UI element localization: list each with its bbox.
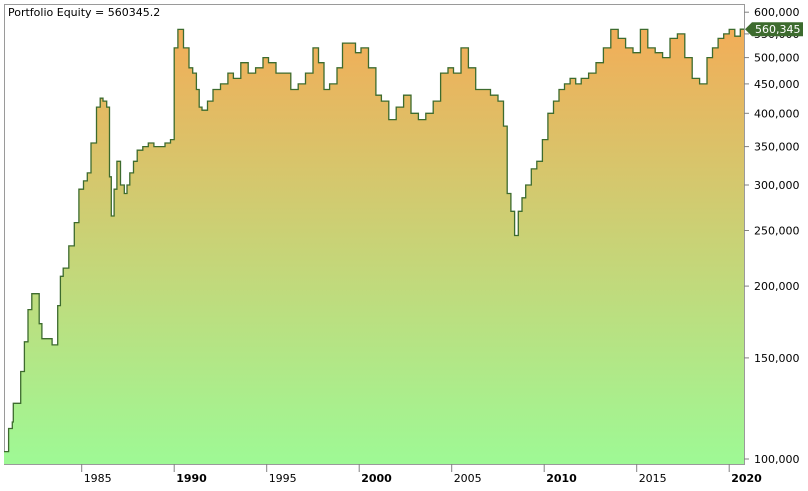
- x-tick-label: 2005: [454, 472, 482, 485]
- y-tick-label: 250,000: [754, 225, 800, 238]
- y-tick-label: 400,000: [754, 107, 800, 120]
- y-tick-label: 100,000: [754, 453, 800, 466]
- y-tick-label: 200,000: [754, 280, 800, 293]
- y-tick-label: 600,000: [754, 6, 800, 19]
- last-value-marker-shape: [745, 22, 803, 37]
- x-tick-label: 1995: [269, 472, 297, 485]
- x-tick-label: 2000: [361, 472, 392, 485]
- y-tick-label: 300,000: [754, 179, 800, 192]
- y-tick-label: 500,000: [754, 52, 800, 65]
- x-tick-label: 2010: [546, 472, 577, 485]
- plot-area-border: [4, 4, 745, 465]
- y-tick-label: 350,000: [754, 141, 800, 154]
- x-tick-label: 2015: [639, 472, 667, 485]
- x-tick-label: 1985: [84, 472, 112, 485]
- y-tick-label: 450,000: [754, 78, 800, 91]
- x-axis: 1985 1990 1995 2000 2005 2010 2015 2020: [81, 464, 762, 485]
- equity-area-fill: [4, 29, 744, 464]
- y-axis: 600,000550,000500,000450,000400,000350,0…: [744, 6, 800, 466]
- x-tick-label: 1990: [176, 472, 207, 485]
- equity-line: [4, 28, 744, 453]
- y-tick-label: 150,000: [754, 352, 800, 365]
- x-tick-label: 2020: [731, 472, 762, 485]
- chart-title: Portfolio Equity = 560345.2: [8, 6, 160, 19]
- last-value-marker: 560,345: [745, 22, 803, 37]
- last-value-label: 560,345: [755, 23, 801, 36]
